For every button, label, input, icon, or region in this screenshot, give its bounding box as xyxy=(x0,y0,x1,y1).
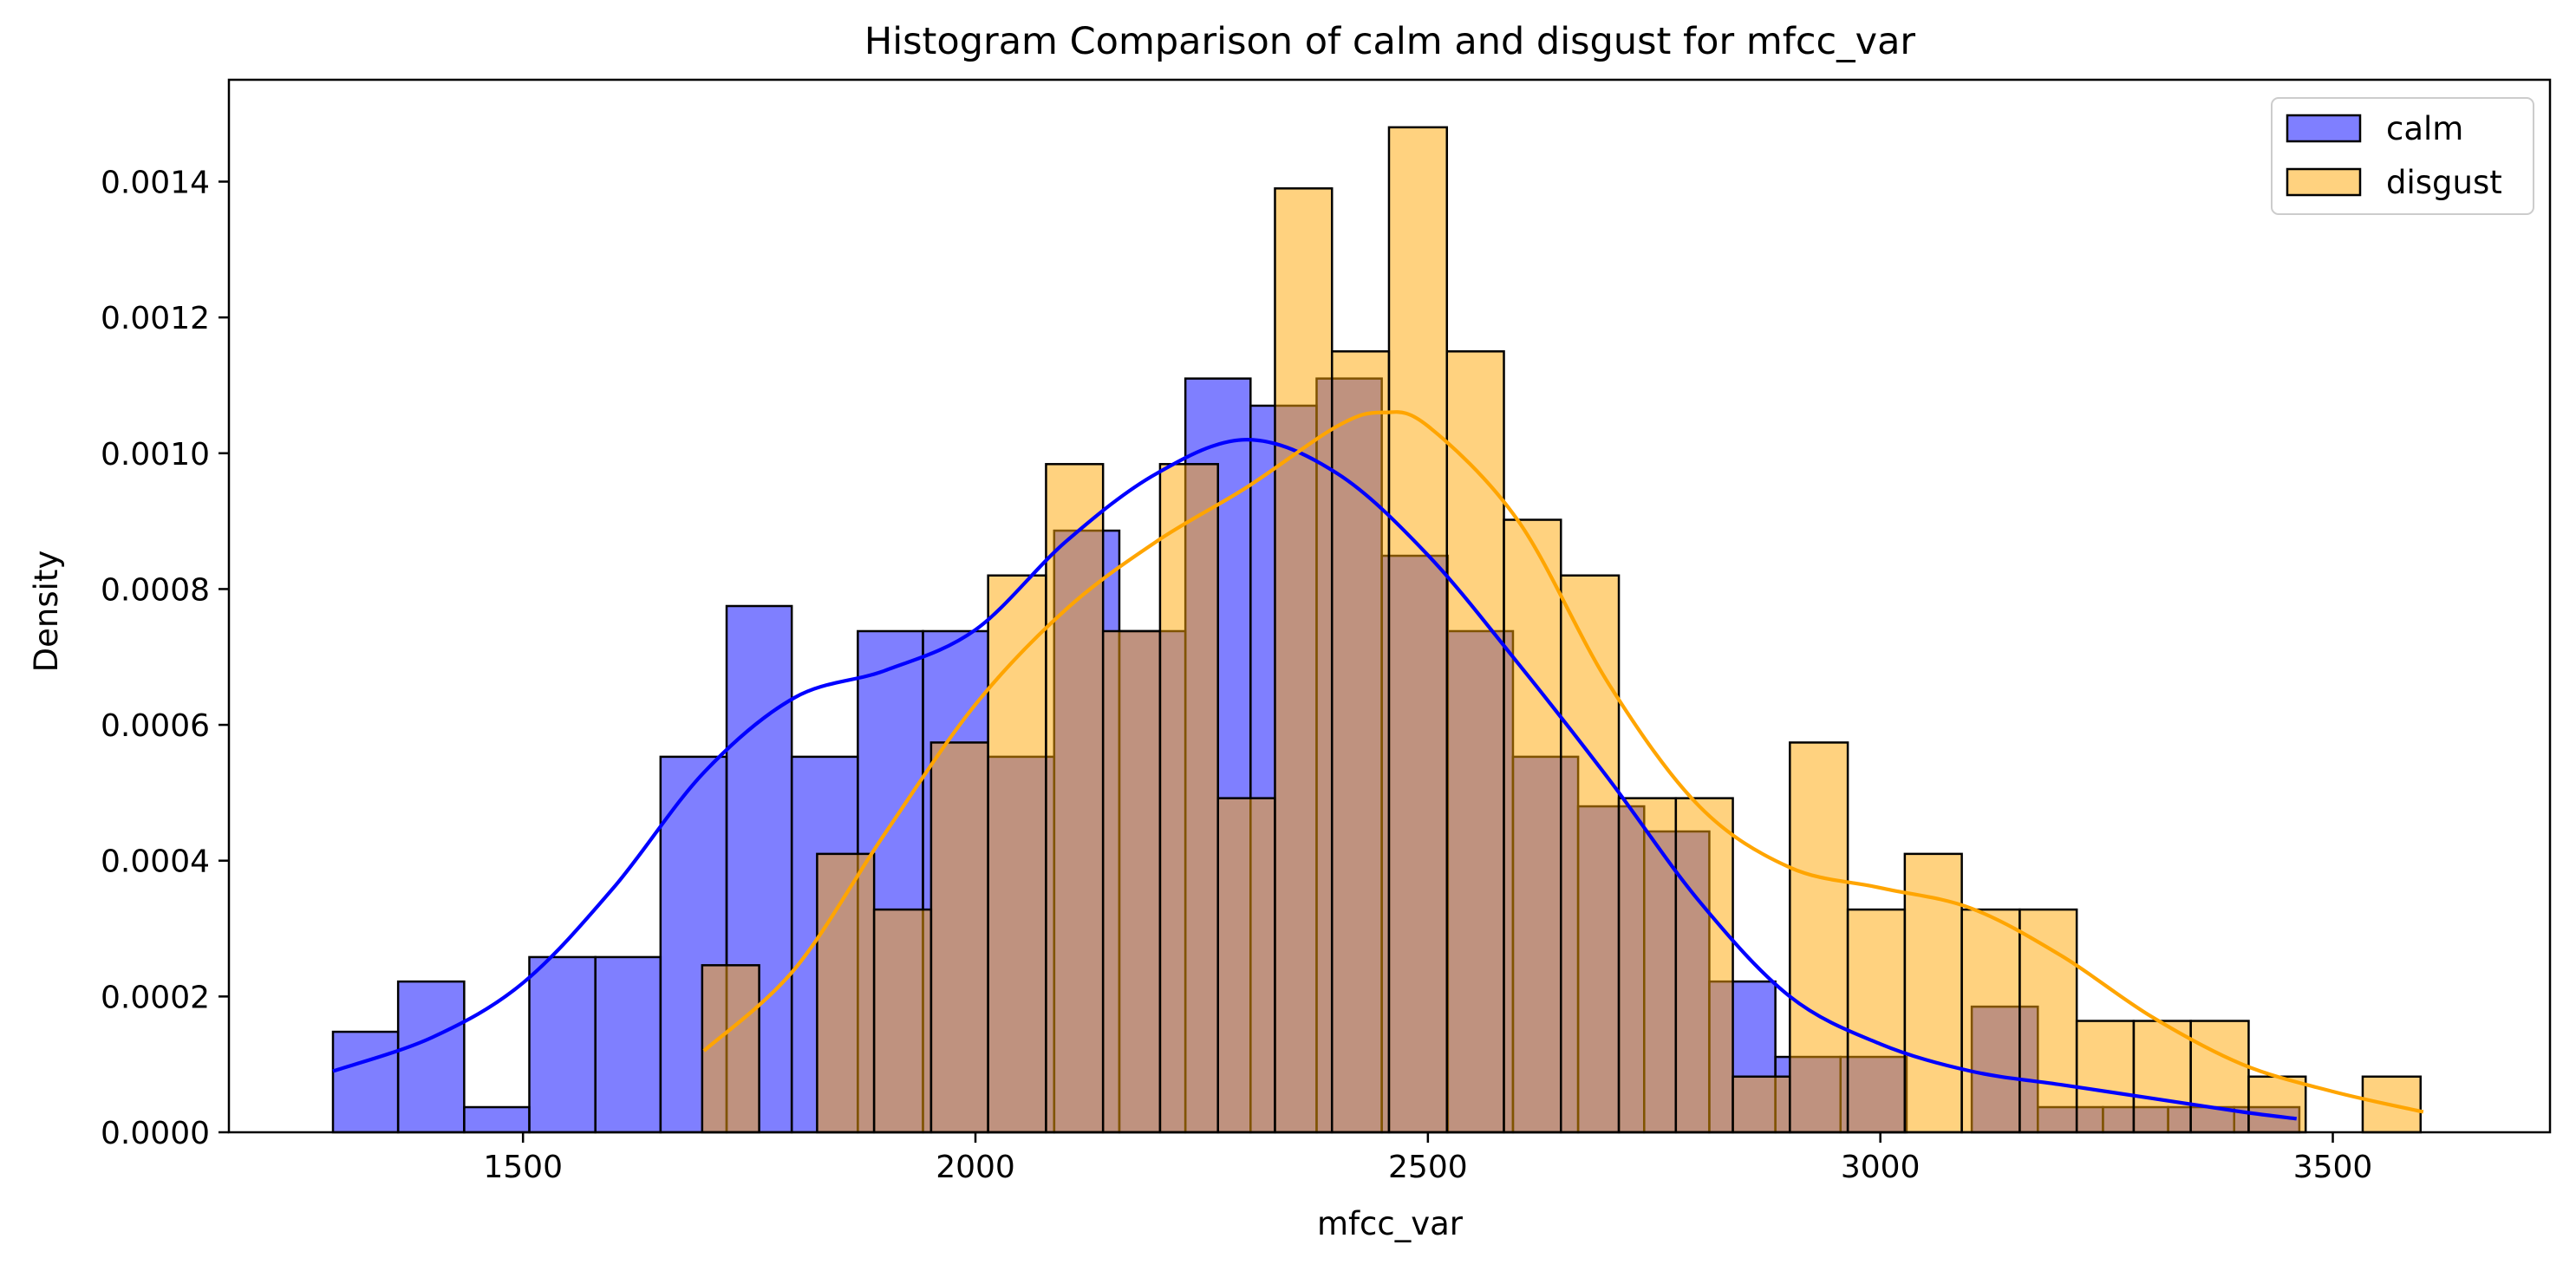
disgust-bar xyxy=(1617,797,1678,1134)
disgust-bar xyxy=(2075,1020,2136,1134)
disgust-bar xyxy=(1674,797,1734,1134)
y-axis-ticks: 0.0000 0.0002 0.0004 0.0006 0.0008 0.0010 0.00… xyxy=(101,165,229,1151)
disgust-bar xyxy=(1560,574,1621,1134)
disgust-bar xyxy=(1731,1075,1791,1134)
disgust-bar xyxy=(2247,1075,2307,1134)
calm-kde-line xyxy=(332,438,2298,1121)
disgust-bar xyxy=(2189,1020,2250,1134)
x-tick-label: 2500 xyxy=(1388,1150,1468,1185)
y-tick-label: 0.0006 xyxy=(101,708,210,744)
kde-curves xyxy=(332,410,2424,1121)
calm-bar xyxy=(528,955,597,1134)
disgust-bar xyxy=(1503,518,1562,1134)
calm-bar xyxy=(331,1030,400,1134)
x-axis-label: mfcc_var xyxy=(1317,1205,1464,1242)
x-tick-label: 1500 xyxy=(483,1150,563,1185)
disgust-bar xyxy=(1216,797,1276,1134)
y-tick-label: 0.0012 xyxy=(101,301,210,336)
calm-bar xyxy=(463,1105,531,1134)
disgust-bar xyxy=(929,741,989,1134)
disgust-bar xyxy=(1274,187,1334,1134)
y-tick-label: 0.0008 xyxy=(101,572,210,608)
y-tick-label: 0.0002 xyxy=(101,980,210,1015)
y-tick-label: 0.0010 xyxy=(101,437,210,473)
x-axis-ticks: 1500 2000 2500 3000 3500 xyxy=(483,1132,2372,1185)
x-tick-label: 3500 xyxy=(2293,1150,2373,1185)
x-tick-label: 3000 xyxy=(1841,1150,1921,1185)
y-axis-label: Density xyxy=(28,551,65,673)
chart-title: Histogram Comparison of calm and disgust… xyxy=(864,20,1916,63)
disgust-bar xyxy=(1158,463,1219,1134)
disgust-bar xyxy=(1789,741,1849,1134)
legend-label-disgust: disgust xyxy=(2386,164,2502,201)
disgust-bar xyxy=(1846,908,1907,1134)
legend: calm disgust xyxy=(2271,97,2534,215)
disgust-bar xyxy=(872,908,933,1134)
disgust-kde-line xyxy=(702,410,2424,1114)
legend-swatch-calm xyxy=(2286,114,2362,143)
disgust-bar xyxy=(1101,629,1162,1134)
disgust-bar xyxy=(816,852,876,1134)
disgust-bar xyxy=(1330,350,1391,1134)
disgust-bar xyxy=(1045,463,1105,1134)
disgust-bars xyxy=(701,126,2423,1134)
disgust-bar xyxy=(701,964,760,1134)
y-tick-label: 0.0000 xyxy=(101,1116,210,1151)
legend-label-calm: calm xyxy=(2386,110,2463,147)
calm-bar xyxy=(396,980,466,1134)
plot-frame xyxy=(227,78,2552,1134)
disgust-bar xyxy=(2018,908,2078,1134)
disgust-bar xyxy=(1903,852,1963,1134)
disgust-bar xyxy=(2132,1020,2192,1134)
calm-bar xyxy=(594,955,662,1134)
disgust-bar xyxy=(1960,908,2021,1134)
y-tick-label: 0.0014 xyxy=(101,165,210,200)
x-tick-label: 2000 xyxy=(936,1150,1015,1185)
y-tick-label: 0.0004 xyxy=(101,844,210,880)
disgust-bar xyxy=(1387,126,1449,1134)
legend-swatch-disgust xyxy=(2286,167,2362,197)
